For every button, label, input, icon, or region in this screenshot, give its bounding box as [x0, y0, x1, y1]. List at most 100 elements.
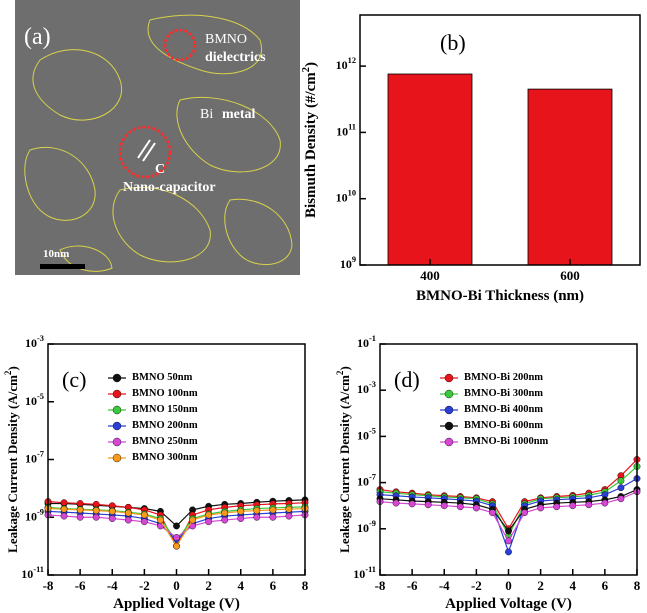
series-line — [380, 460, 637, 529]
x-tick-label: 4 — [570, 578, 577, 593]
annotation: Nano-capacitor — [123, 180, 216, 195]
y-tick-label: 1011 — [336, 123, 356, 138]
legend-label: BMNO-Bi 400nm — [464, 404, 543, 415]
annotation: BMNO — [205, 32, 247, 47]
scale-bar — [40, 264, 85, 269]
data-point — [173, 534, 179, 540]
x-axis-label: BMNO-Bi Thickness (nm) — [416, 288, 584, 304]
bar — [528, 89, 612, 265]
x-tick-label: 6 — [270, 578, 277, 593]
legend-label: BMNO 150nm — [132, 404, 198, 415]
legend-label: BMNO 200nm — [132, 420, 198, 431]
data-point — [189, 517, 195, 523]
y-tick-label: 10-11 — [353, 565, 376, 580]
y-axis-label: Leakage Current Density (A/cm2) — [335, 366, 352, 553]
legend-marker — [445, 438, 453, 446]
data-point — [141, 512, 147, 518]
legend-label: BMNO 100nm — [132, 388, 198, 399]
data-point — [270, 514, 276, 520]
legend-marker — [445, 374, 453, 382]
data-point — [109, 508, 115, 514]
micrograph — [15, 0, 300, 275]
y-tick-label: 10-7 — [357, 473, 376, 488]
data-point — [61, 506, 67, 512]
y-tick-label: 10-9 — [357, 519, 376, 534]
y-tick-label: 10-5 — [357, 427, 376, 442]
data-point — [221, 517, 227, 523]
x-tick-label: 6 — [602, 578, 609, 593]
data-point — [173, 543, 179, 549]
x-tick-label: 0 — [173, 578, 180, 593]
data-point — [409, 501, 415, 507]
x-tick-label: 2 — [205, 578, 212, 593]
data-point — [93, 514, 99, 520]
x-tick-label: 4 — [238, 578, 245, 593]
legend-marker — [113, 374, 121, 382]
x-tick-label: 400 — [420, 268, 440, 283]
x-tick-label: -4 — [107, 578, 118, 593]
legend-label: BMNO-Bi 1000nm — [464, 436, 549, 447]
data-point — [618, 478, 624, 484]
x-tick-label: 0 — [505, 578, 512, 593]
data-point — [473, 505, 479, 511]
data-point — [537, 505, 543, 511]
data-point — [441, 503, 447, 509]
legend-label: BMNO-Bi 300nm — [464, 388, 543, 399]
x-tick-label: 2 — [537, 578, 544, 593]
x-tick-label: -8 — [43, 578, 54, 593]
data-point — [586, 502, 592, 508]
y-tick-label: 1012 — [336, 57, 356, 72]
data-point — [553, 504, 559, 510]
panel-label: (d) — [394, 367, 420, 392]
data-point — [618, 496, 624, 502]
panel-label: (a) — [24, 24, 51, 50]
data-point — [77, 514, 83, 520]
legend-marker — [445, 390, 453, 398]
micrograph-panel: (a) BMNO dielectrics Bi metal C Nano-cap… — [15, 0, 300, 275]
data-point — [505, 528, 511, 534]
y-tick-label: 10-3 — [25, 334, 44, 349]
data-point — [61, 499, 67, 505]
legend-label: BMNO 50nm — [132, 372, 193, 383]
chart-panel: 109101010111012(b)Bismuth Density (#/cm2… — [301, 15, 640, 304]
legend-label: BMNO 300nm — [132, 452, 198, 463]
panel-label: (c) — [62, 367, 86, 392]
y-tick-label: 10-11 — [21, 565, 44, 580]
data-point — [393, 500, 399, 506]
data-point — [570, 503, 576, 509]
data-point — [61, 513, 67, 519]
data-point — [254, 514, 260, 520]
x-tick-label: 600 — [560, 268, 580, 283]
data-point — [618, 485, 624, 491]
annotation: dielectrics — [205, 50, 266, 65]
legend-marker — [113, 406, 121, 414]
data-point — [270, 507, 276, 513]
legend-label: BMNO 250nm — [132, 436, 198, 447]
data-point — [425, 502, 431, 508]
data-point — [602, 500, 608, 506]
y-tick-label: 10-3 — [357, 381, 376, 396]
data-point — [286, 513, 292, 519]
legend-marker — [113, 390, 121, 398]
panel-label: (b) — [440, 30, 466, 55]
x-tick-label: 8 — [302, 578, 309, 593]
x-tick-label: -8 — [375, 578, 386, 593]
data-point — [254, 507, 260, 513]
x-tick-label: -4 — [439, 578, 450, 593]
legend-marker — [113, 438, 121, 446]
data-point — [173, 523, 179, 529]
legend-marker — [445, 422, 453, 430]
figure: (a) BMNO dielectrics Bi metal C Nano-cap… — [0, 0, 647, 613]
data-point — [109, 515, 115, 521]
annotation: Bi — [200, 107, 213, 122]
data-point — [286, 506, 292, 512]
x-tick-label: -6 — [75, 578, 86, 593]
y-tick-label: 109 — [340, 255, 356, 270]
x-tick-label: -2 — [471, 578, 482, 593]
data-point — [157, 517, 163, 523]
data-point — [238, 515, 244, 521]
data-point — [93, 507, 99, 513]
legend-marker — [113, 422, 121, 430]
